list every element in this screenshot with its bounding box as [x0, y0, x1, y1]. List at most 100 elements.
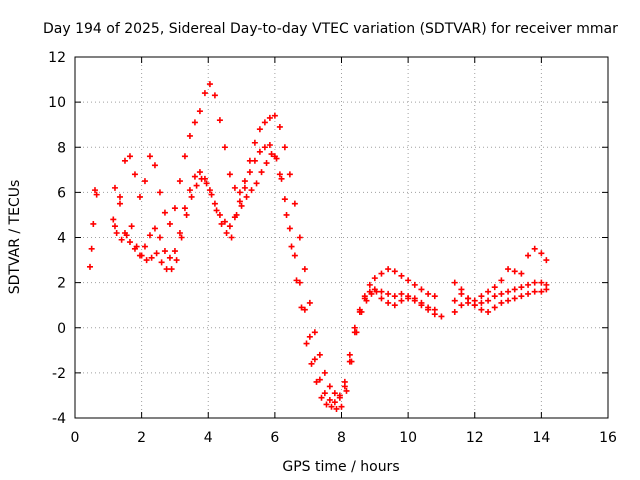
data-point: [326, 383, 333, 390]
data-point: [485, 308, 492, 315]
data-point: [186, 132, 193, 139]
data-point: [498, 290, 505, 297]
data-point: [351, 329, 358, 336]
data-point: [261, 119, 268, 126]
data-point: [136, 193, 143, 200]
data-point: [425, 304, 432, 311]
data-point: [211, 200, 218, 207]
data-point: [338, 403, 345, 410]
data-point: [385, 299, 392, 306]
data-point: [311, 329, 318, 336]
grid-lines: [75, 57, 608, 418]
data-point: [336, 392, 343, 399]
data-point: [271, 112, 278, 119]
data-point: [266, 114, 273, 121]
data-point: [371, 286, 378, 293]
data-point: [246, 157, 253, 164]
data-point: [238, 202, 245, 209]
chart-title: Day 194 of 2025, Sidereal Day-to-day VTE…: [43, 21, 618, 37]
data-point: [283, 211, 290, 218]
data-point: [431, 293, 438, 300]
data-point: [156, 189, 163, 196]
data-point: [148, 254, 155, 261]
data-point: [188, 193, 195, 200]
y-tick-label: -4: [52, 411, 66, 427]
data-point: [308, 360, 315, 367]
data-point: [451, 279, 458, 286]
data-point: [518, 284, 525, 291]
data-point: [216, 211, 223, 218]
data-point: [91, 187, 98, 194]
data-point: [485, 297, 492, 304]
data-point: [231, 184, 238, 191]
y-tick-label: 4: [57, 231, 66, 247]
data-point: [126, 239, 133, 246]
data-point: [251, 139, 258, 146]
data-point: [241, 178, 248, 185]
data-point: [478, 293, 485, 300]
data-point: [511, 268, 518, 275]
data-point: [525, 281, 532, 288]
data-point: [178, 234, 185, 241]
data-point: [151, 162, 158, 169]
data-point: [258, 169, 265, 176]
y-axis-ticks: -4 -2 0 2 4 6 8 10 12: [48, 50, 608, 427]
data-point: [221, 144, 228, 151]
data-point: [201, 175, 208, 182]
data-point: [173, 257, 180, 264]
x-tick-label: 16: [599, 430, 617, 446]
data-point: [321, 390, 328, 397]
data-point: [531, 245, 538, 252]
data-point: [398, 272, 405, 279]
data-point: [271, 153, 278, 160]
data-point: [236, 189, 243, 196]
data-point: [246, 169, 253, 176]
data-point: [110, 216, 117, 223]
data-point: [346, 351, 353, 358]
data-point: [223, 229, 230, 236]
data-point: [253, 180, 260, 187]
x-tick-label: 6: [270, 430, 279, 446]
data-point: [286, 225, 293, 232]
data-point: [301, 306, 308, 313]
x-tick-label: 14: [532, 430, 550, 446]
x-tick-label: 10: [399, 430, 417, 446]
data-point: [231, 214, 238, 221]
data-point: [276, 123, 283, 130]
y-tick-label: 8: [57, 140, 66, 156]
x-tick-label: 4: [204, 430, 213, 446]
data-point: [511, 295, 518, 302]
data-point: [318, 394, 325, 401]
data-point: [291, 252, 298, 259]
data-point: [206, 187, 213, 194]
data-point: [201, 90, 208, 97]
data-point: [313, 378, 320, 385]
x-tick-label: 2: [137, 430, 146, 446]
data-point: [391, 302, 398, 309]
data-point: [298, 304, 305, 311]
data-point: [296, 279, 303, 286]
data-point: [118, 236, 125, 243]
data-point: [136, 252, 143, 259]
data-point: [181, 205, 188, 212]
data-point: [176, 178, 183, 185]
x-tick-label: 8: [337, 430, 346, 446]
data-point: [146, 153, 153, 160]
data-point: [208, 191, 215, 198]
data-point: [191, 119, 198, 126]
data-point: [116, 200, 123, 207]
data-point: [143, 257, 150, 264]
data-point: [471, 297, 478, 304]
data-point: [538, 250, 545, 257]
data-point: [525, 252, 532, 259]
data-point: [356, 308, 363, 315]
data-point: [128, 223, 135, 230]
y-tick-label: 2: [57, 276, 66, 292]
data-point: [518, 293, 525, 300]
data-point: [385, 290, 392, 297]
data-point: [256, 126, 263, 133]
data-point: [385, 266, 392, 273]
data-point: [196, 169, 203, 176]
data-point: [228, 234, 235, 241]
data-point: [183, 211, 190, 218]
